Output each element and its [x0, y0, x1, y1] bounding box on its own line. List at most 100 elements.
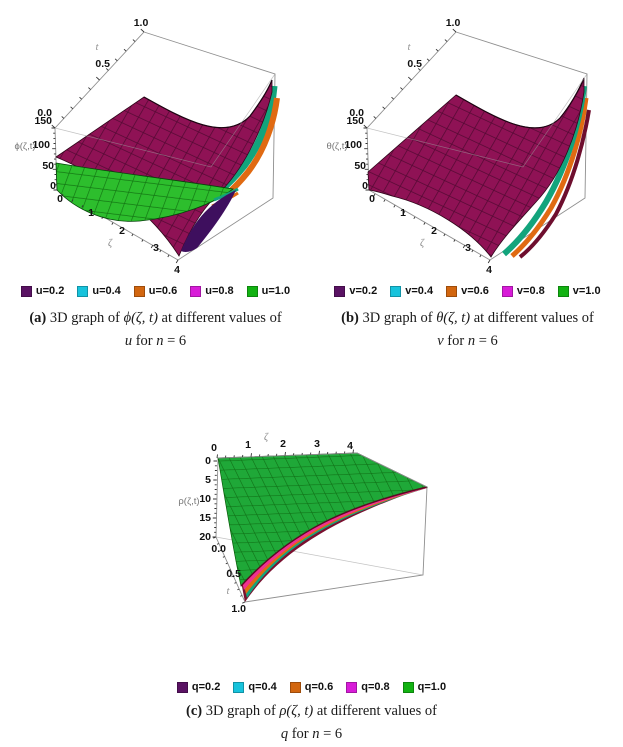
legend-item: v=0.4: [390, 285, 433, 297]
legend-swatch: [501, 285, 513, 297]
legend-swatch: [20, 285, 32, 297]
surface-u10-sheet: [55, 162, 234, 222]
caption-mid: for: [135, 333, 153, 349]
z-tick-0: 0: [362, 180, 368, 192]
legend-c: q=0.2 q=0.4 q=0.6 q=0.8 q=1.0: [0, 681, 623, 693]
legend-item: q=1.0: [402, 681, 447, 693]
t-tick-min: 0.0: [37, 107, 52, 119]
legend-swatch: [246, 285, 258, 297]
legend-item: q=0.6: [289, 681, 334, 693]
t-tick-min: 0.0: [349, 107, 364, 119]
zeta-tick-2: 2: [119, 225, 125, 237]
zeta-tick-4: 4: [486, 264, 492, 276]
caption-var: u: [124, 333, 133, 349]
legend-label: v=0.4: [405, 285, 434, 297]
t-axis-label: t: [96, 42, 99, 53]
caption-b-line2: v for n = 6: [312, 330, 623, 353]
zeta-axis-label: ζ: [264, 432, 269, 443]
surface-u04-lower-sliver: [213, 187, 239, 202]
legend-swatch: [233, 681, 245, 693]
legend-swatch: [77, 285, 89, 297]
caption-b: (b) 3D graph of θ(ζ, t) at different val…: [312, 307, 623, 353]
z-tick-150: 150: [34, 115, 52, 127]
legend-swatch: [446, 285, 458, 297]
caption-n: n: [312, 726, 320, 742]
legend-item: v=0.8: [501, 285, 545, 297]
surface-v06-sliver: [510, 97, 589, 258]
t-axis-ticks-a: [51, 28, 145, 129]
zeta-axis-label: ζ: [420, 238, 425, 249]
z-tick-0: 0: [50, 180, 56, 192]
caption-mid: for: [291, 726, 309, 742]
z-tick-100: 100: [32, 139, 50, 151]
t-axis-label: t: [408, 42, 411, 53]
z-axis-label: θ(ζ,t): [326, 141, 347, 152]
caption-var: v: [437, 333, 444, 349]
surface-u02-sliver: [181, 190, 236, 252]
z-tick-15: 15: [199, 512, 211, 524]
z-axis-ticks-b: [363, 127, 369, 191]
caption-post: at different values of: [161, 310, 282, 326]
legend-swatch: [390, 285, 402, 297]
zeta-axis-ticks-c: [216, 449, 354, 458]
caption-c-line2: q for n = 6: [0, 723, 623, 746]
z-tick-0: 0: [205, 455, 211, 467]
legend-label: q=0.6: [304, 681, 334, 693]
zeta-axis-ticks-a: [60, 193, 179, 264]
legend-label: u=0.4: [92, 285, 121, 297]
caption-formula: ϕ(ζ, t): [123, 310, 158, 326]
z-axis-label: ϕ(ζ,t): [14, 141, 35, 152]
legend-label: q=0.8: [361, 681, 390, 693]
caption-c-line1: (c) 3D graph of ρ(ζ, t) at different val…: [0, 700, 623, 723]
legend-swatch: [289, 681, 301, 693]
z-tick-50: 50: [354, 160, 366, 172]
legend-swatch: [176, 681, 188, 693]
axes-box-a-interior: [54, 73, 276, 168]
zeta-tick-1: 1: [400, 207, 406, 219]
caption-eq: = 6: [167, 333, 187, 349]
caption-eq: = 6: [478, 333, 498, 349]
legend-item: u=0.8: [190, 285, 234, 297]
legend-swatch: [334, 285, 346, 297]
caption-pre: 3D graph of: [205, 703, 276, 719]
z-axis-ticks-c: [212, 460, 217, 538]
legend-label: u=0.6: [148, 285, 178, 297]
legend-label: v=0.6: [461, 285, 489, 297]
legend-swatch: [346, 681, 358, 693]
legend-swatch: [557, 285, 569, 297]
caption-tag: (a): [29, 310, 47, 326]
caption-eq: = 6: [323, 726, 343, 742]
legend-item: v=1.0: [557, 285, 601, 297]
caption-c: (c) 3D graph of ρ(ζ, t) at different val…: [0, 700, 623, 746]
legend-swatch: [133, 285, 145, 297]
legend-item: v=0.6: [446, 285, 489, 297]
z-tick-50: 50: [42, 160, 54, 172]
legend-label: q=1.0: [417, 681, 447, 693]
surface-q10-sheet: [217, 452, 429, 587]
caption-mid: for: [447, 333, 465, 349]
legend-swatch: [190, 285, 202, 297]
t-tick-mid: 0.5: [407, 58, 422, 70]
plot-a-canvas: 1.0 0.5 0.0 t 150 100 50 0 ϕ(ζ,t) 0 1 2 …: [14, 17, 280, 276]
legend-item: q=0.4: [233, 681, 277, 693]
zeta-tick-3: 3: [153, 242, 159, 254]
caption-pre: 3D graph of: [362, 310, 433, 326]
zeta-tick-2: 2: [431, 225, 437, 237]
zeta-tick-0: 0: [57, 193, 63, 205]
legend-a: u=0.2 u=0.4 u=0.6 u=0.8 u=1.0: [0, 285, 311, 297]
legend-label: u=0.8: [205, 285, 234, 297]
legend-item: q=0.8: [346, 681, 390, 693]
surface-v08-sheet: [367, 77, 585, 258]
t-tick-mid: 0.5: [226, 568, 241, 580]
t-axis-ticks-c: [213, 536, 246, 604]
zeta-tick-0: 0: [211, 442, 217, 454]
zeta-tick-4: 4: [174, 264, 180, 276]
zeta-tick-3: 3: [314, 438, 320, 450]
zeta-axis-label: ζ: [108, 238, 113, 249]
t-tick-max: 1.0: [134, 17, 149, 29]
legend-label: q=0.2: [191, 681, 221, 693]
zeta-tick-3: 3: [465, 242, 471, 254]
caption-a-line1: (a) 3D graph of ϕ(ζ, t) at different val…: [0, 307, 311, 330]
t-axis-label: t: [227, 586, 230, 597]
